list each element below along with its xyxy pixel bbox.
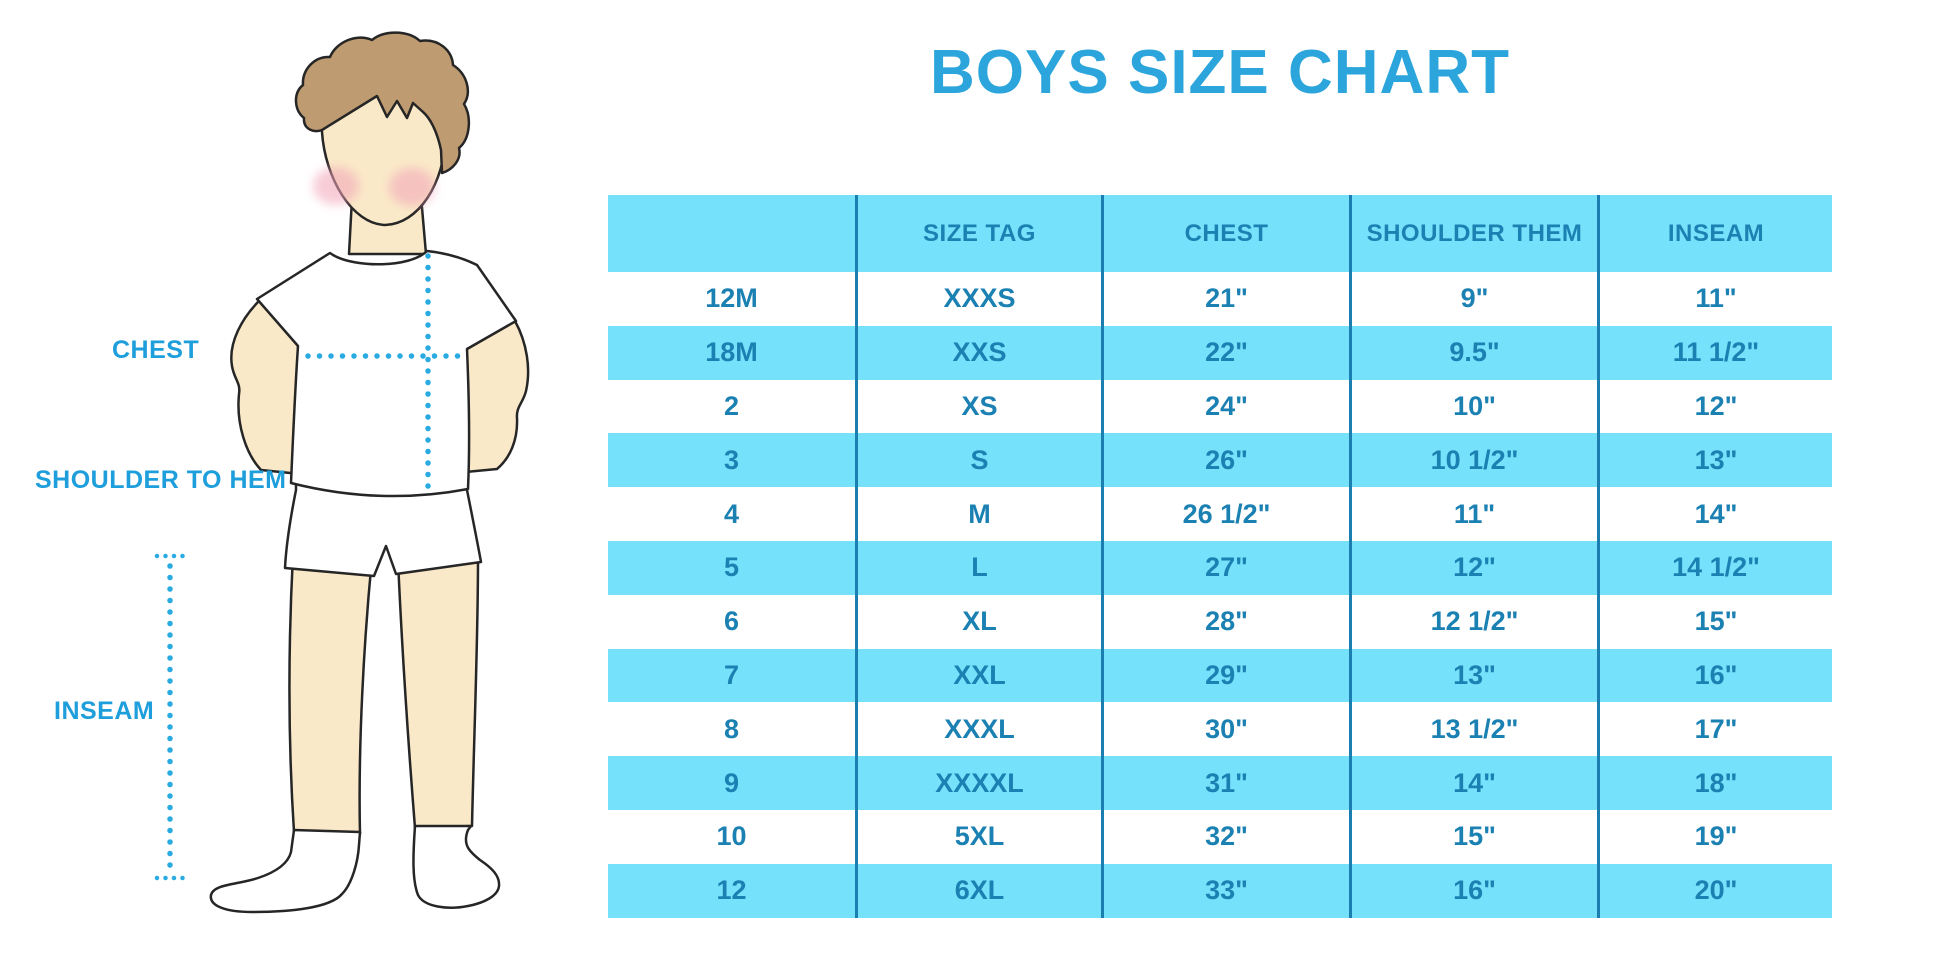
- table-cell: 9: [608, 756, 858, 810]
- t-shirt: [255, 249, 518, 498]
- table-cell: 8: [608, 702, 858, 757]
- table-cell: XL: [858, 594, 1104, 649]
- table-cell: 16": [1352, 863, 1600, 918]
- table-cell: 4: [608, 487, 858, 541]
- boy-measurement-figure: CHEST SHOULDER TO HEM INSEAM: [0, 0, 600, 973]
- hair: [294, 31, 471, 175]
- table-header-cell: [608, 195, 858, 272]
- chest-label: CHEST: [112, 336, 200, 364]
- table-cell: 17": [1600, 702, 1832, 757]
- table-cell: 19": [1600, 809, 1832, 864]
- table-cell: 28": [1104, 594, 1352, 649]
- table-cell: XS: [858, 379, 1104, 434]
- table-header-cell: SIZE TAG: [858, 195, 1104, 272]
- table-cell: S: [858, 433, 1104, 488]
- table-cell: XXXXL: [858, 756, 1104, 810]
- table-cell: XXL: [858, 648, 1104, 703]
- right-blush: [389, 168, 435, 206]
- right-arm: [453, 319, 530, 475]
- table-cell: 29": [1104, 648, 1352, 703]
- table-cell: 9.5": [1352, 325, 1600, 380]
- table-cell: 11": [1600, 272, 1832, 326]
- table-cell: 14 1/2": [1600, 540, 1832, 595]
- table-cell: 30": [1104, 702, 1352, 757]
- left-blush: [313, 167, 359, 205]
- table-cell: 24": [1104, 379, 1352, 434]
- left-arm: [230, 296, 302, 476]
- table-cell: 6: [608, 594, 858, 649]
- right-leg: [396, 558, 480, 830]
- table-cell: 13": [1600, 433, 1832, 488]
- table-cell: 13 1/2": [1352, 702, 1600, 757]
- table-cell: 7: [608, 648, 858, 703]
- inseam-label: INSEAM: [54, 697, 155, 725]
- table-cell: 26": [1104, 433, 1352, 488]
- table-cell: L: [858, 540, 1104, 595]
- table-cell: 12M: [608, 272, 858, 326]
- table-cell: 3: [608, 433, 858, 488]
- table-header-cell: SHOULDER THEM: [1352, 195, 1600, 272]
- table-header-cell: CHEST: [1104, 195, 1352, 272]
- page-title: BOYS SIZE CHART: [930, 38, 1510, 107]
- table-cell: 20": [1600, 863, 1832, 918]
- table-cell: 16": [1600, 648, 1832, 703]
- table-cell: 15": [1352, 809, 1600, 864]
- size-table: SIZE TAG CHEST SHOULDER THEM INSEAM 12M …: [608, 195, 1832, 918]
- left-leg: [288, 553, 374, 836]
- left-sock: [209, 828, 362, 914]
- table-cell: 12 1/2": [1352, 594, 1600, 649]
- table-cell: 12": [1600, 379, 1832, 434]
- table-cell: M: [858, 487, 1104, 541]
- table-cell: 22": [1104, 325, 1352, 380]
- table-cell: 10 1/2": [1352, 433, 1600, 488]
- table-cell: 18M: [608, 325, 858, 380]
- table-cell: 18": [1600, 756, 1832, 810]
- table-cell: 13": [1352, 648, 1600, 703]
- table-cell: XXS: [858, 325, 1104, 380]
- table-cell: XXXL: [858, 702, 1104, 757]
- table-cell: 6XL: [858, 863, 1104, 918]
- table-cell: 5XL: [858, 809, 1104, 864]
- table-cell: 9": [1352, 272, 1600, 326]
- right-sock: [412, 824, 501, 909]
- table-cell: 2: [608, 379, 858, 434]
- table-cell: 15": [1600, 594, 1832, 649]
- table-cell: 33": [1104, 863, 1352, 918]
- table-header-cell: INSEAM: [1600, 195, 1832, 272]
- table-cell: 10: [608, 809, 858, 864]
- table-cell: 12": [1352, 540, 1600, 595]
- table-cell: 10": [1352, 379, 1600, 434]
- shorts: [283, 478, 483, 578]
- table-cell: 26 1/2": [1104, 487, 1352, 541]
- boy-illustration-svg: [154, 31, 530, 914]
- table-cell: 14": [1600, 487, 1832, 541]
- table-cell: 21": [1104, 272, 1352, 326]
- shoulder-to-hem-label: SHOULDER TO HEM: [35, 466, 287, 494]
- table-cell: XXXS: [858, 272, 1104, 326]
- table-cell: 27": [1104, 540, 1352, 595]
- table-cell: 11": [1352, 487, 1600, 541]
- table-cell: 14": [1352, 756, 1600, 810]
- table-cell: 11 1/2": [1600, 325, 1832, 380]
- table-cell: 5: [608, 540, 858, 595]
- table-cell: 12: [608, 863, 858, 918]
- table-cell: 32": [1104, 809, 1352, 864]
- table-cell: 31": [1104, 756, 1352, 810]
